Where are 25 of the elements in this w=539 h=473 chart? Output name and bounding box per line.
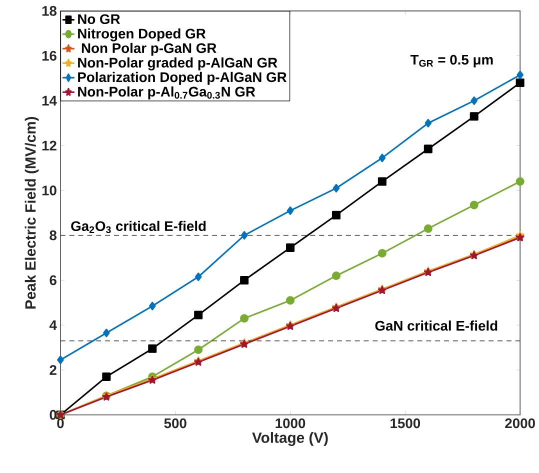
legend-label: Non-Polar p-Al$_{0.7}$Ga$_{0.3}$N GR xyxy=(78,86,256,100)
y-tick-label: 10 xyxy=(42,186,56,196)
legend-label: Nitrogen Doped GR xyxy=(78,28,206,42)
y-tick-label: 18 xyxy=(42,6,57,16)
y-tick-label: 16 xyxy=(42,51,56,61)
x-tick-label: 2000 xyxy=(505,418,535,428)
y-tick-label: 6 xyxy=(50,276,56,286)
x-axis-title: Voltage (V) xyxy=(252,432,328,446)
y-axis-title: Peak Electric Field (MV/cm) xyxy=(24,117,39,309)
x-tick-label: 0 xyxy=(57,418,64,428)
annotation: T$_{GR}$ = 0.5 μm xyxy=(410,55,493,68)
legend-label: No GR xyxy=(78,14,120,24)
x-tick-label: 1500 xyxy=(390,418,420,428)
legend-label: Non-Polar graded p-AlGaN GR xyxy=(78,58,278,71)
y-tick-label: 14 xyxy=(42,96,57,106)
y-tick-label: 2 xyxy=(50,365,56,376)
y-tick-label: 8 xyxy=(50,230,57,240)
legend-label: Polarization Doped p-AlGaN GR xyxy=(78,72,287,86)
legend-label: Non Polar p-GaN GR xyxy=(82,43,216,56)
x-tick-label: 500 xyxy=(164,418,186,428)
ref-line-label: GaN critical E-field xyxy=(375,320,498,331)
y-tick-label: 12 xyxy=(42,140,56,151)
ref-line-label: Ga$_{2}$O$_{3}$ critical E-field xyxy=(71,221,206,234)
x-tick-label: 1000 xyxy=(276,418,306,428)
y-tick-label: 4 xyxy=(49,320,57,330)
